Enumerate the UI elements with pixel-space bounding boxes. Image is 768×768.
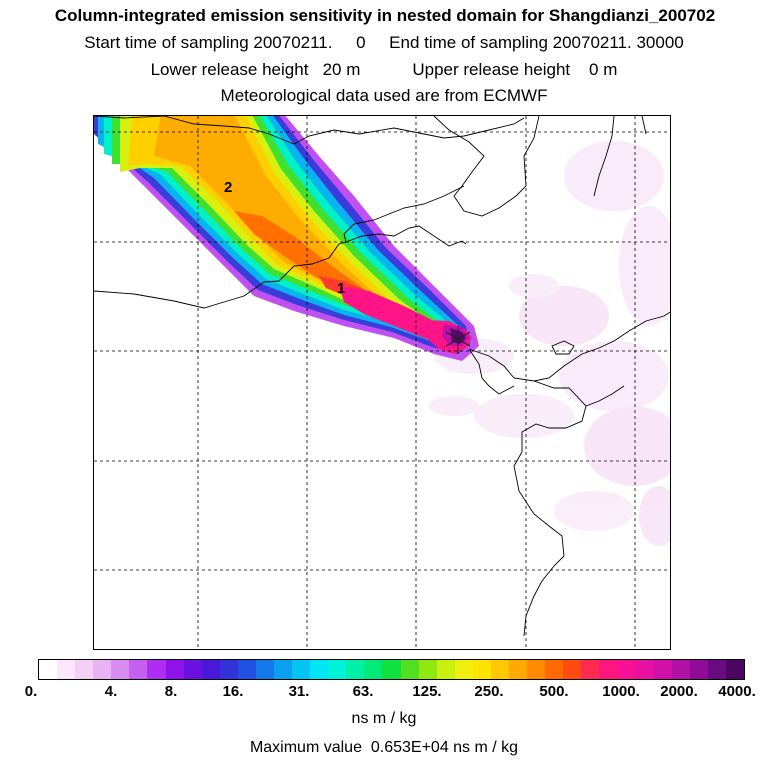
colorbar-cell — [509, 660, 528, 679]
colorbar-cell — [292, 660, 311, 679]
colorbar-tick: 0. — [24, 683, 38, 700]
colorbar-cell — [274, 660, 293, 679]
colorbar-cell — [310, 660, 329, 679]
met-data-line: Meteorological data used are from ECMWF — [220, 86, 548, 105]
map-canvas — [94, 116, 670, 649]
colorbar-cell — [436, 660, 455, 679]
colorbar-tick: 8. — [164, 683, 178, 700]
sampling-time-line: Start time of sampling 20070211. 0 End t… — [84, 33, 684, 52]
cluster-label-1: 1 — [337, 280, 346, 297]
emission-plume — [94, 116, 479, 361]
grid-lines — [94, 116, 670, 649]
colorbar-cell — [57, 660, 76, 679]
colorbar-cell — [418, 660, 437, 679]
colorbar-cell — [382, 660, 401, 679]
colorbar-tick: 4. — [104, 683, 118, 700]
plot-title: Column-integrated emission sensitivity i… — [54, 6, 716, 25]
colorbar-cell — [454, 660, 473, 679]
colorbar-tick: 63. — [352, 683, 374, 700]
colorbar-cell — [147, 660, 166, 679]
colorbar-cell — [39, 660, 58, 679]
colorbar-cell — [346, 660, 365, 679]
colorbar-cell — [328, 660, 347, 679]
colorbar-cell — [364, 660, 383, 679]
release-height-line: Lower release height 20 m Upper release … — [150, 60, 618, 79]
colorbar-cell — [129, 660, 148, 679]
colorbar-cell — [707, 660, 726, 679]
colorbar-tick: 250. — [474, 683, 504, 700]
colorbar-cell — [635, 660, 654, 679]
sensitivity-map: 1 2 — [93, 115, 671, 650]
colorbar-tick: 16. — [222, 683, 244, 700]
colorbar-cell — [111, 660, 130, 679]
colorbar-cell — [581, 660, 600, 679]
colorbar-unit: ns m / kg — [351, 710, 417, 727]
colorbar-cell — [400, 660, 419, 679]
cluster-label-2: 2 — [224, 179, 233, 196]
colorbar-cell — [653, 660, 672, 679]
colorbar-cell — [545, 660, 564, 679]
colorbar-cell — [255, 660, 275, 679]
color-bar — [38, 659, 745, 680]
colorbar-cell — [490, 660, 510, 679]
colorbar-cell — [689, 660, 708, 679]
colorbar-cell — [725, 660, 745, 679]
colorbar-cell — [617, 660, 636, 679]
colorbar-cell — [183, 660, 202, 679]
colorbar-cell — [671, 660, 690, 679]
colorbar-cell — [201, 660, 220, 679]
faint-sensitivity-patches — [429, 141, 670, 546]
colorbar-tick: 31. — [288, 683, 310, 700]
colorbar-cell — [75, 660, 94, 679]
colorbar-cell — [93, 660, 112, 679]
colorbar-cell — [527, 660, 546, 679]
colorbar-cell — [599, 660, 618, 679]
colorbar-tick: 2000. — [660, 683, 698, 700]
colorbar-tick: 125. — [412, 683, 442, 700]
colorbar-tick: 4000. — [718, 683, 756, 700]
colorbar-cell — [219, 660, 238, 679]
colorbar-cell — [165, 660, 184, 679]
colorbar-cell — [237, 660, 256, 679]
maximum-value: Maximum value 0.653E+04 ns m / kg — [249, 739, 519, 756]
colorbar-cell — [472, 660, 491, 679]
colorbar-tick: 1000. — [602, 683, 640, 700]
colorbar-tick: 500. — [539, 683, 569, 700]
colorbar-cell — [563, 660, 582, 679]
coastlines — [94, 116, 670, 637]
